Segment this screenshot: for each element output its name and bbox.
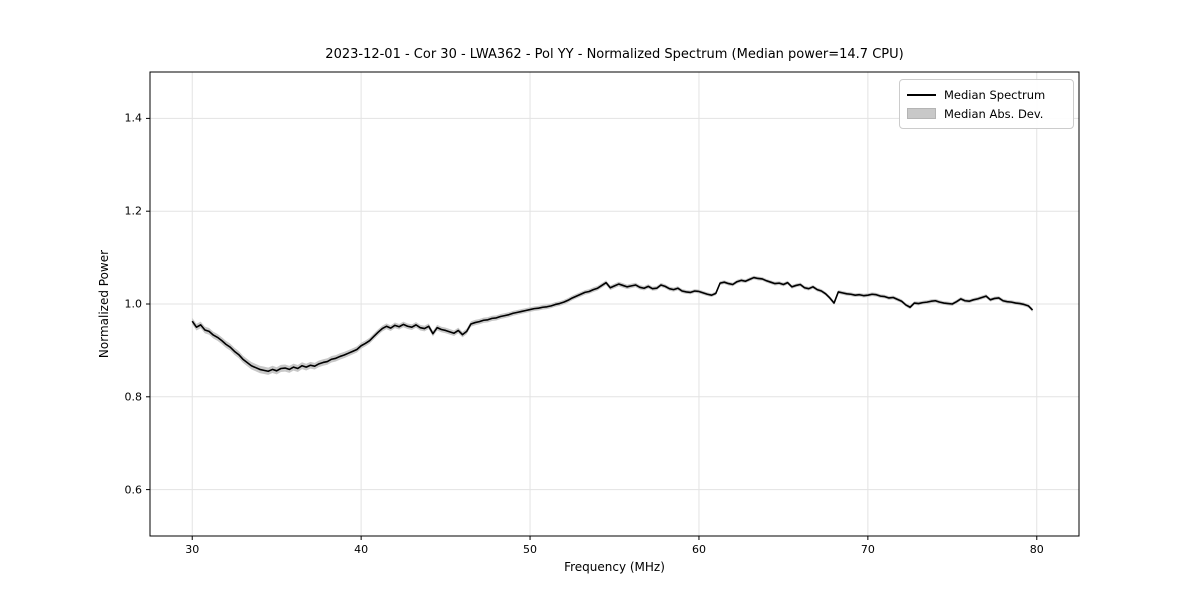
x-tick-label: 30: [185, 543, 200, 556]
tick-marks: [146, 117, 1038, 540]
legend-item-median-abs-dev: Median Abs. Dev.: [907, 104, 1065, 123]
legend-line-swatch-icon: [907, 93, 936, 96]
x-tick-label: 60: [691, 543, 706, 556]
y-tick-label: 1.2: [124, 204, 143, 218]
y-tick-label: 1.4: [124, 111, 143, 125]
axes-frame: [149, 71, 1080, 537]
x-axis-label: Frequency (MHz): [564, 560, 665, 574]
mad-band: [192, 275, 1033, 375]
median-spectrum-line: [191, 276, 1034, 373]
y-tick-label: 0.6: [124, 483, 143, 497]
legend-patch-swatch-icon: [907, 108, 936, 119]
x-tick-label: 50: [523, 543, 538, 556]
legend-label: Median Abs. Dev.: [944, 106, 1044, 121]
x-tick-label: 80: [1029, 543, 1044, 556]
x-tick-label: 40: [354, 543, 369, 556]
x-tick-label: 70: [860, 543, 875, 556]
legend-item-median-spectrum: Median Spectrum: [907, 85, 1065, 104]
chart-title: 2023-12-01 - Cor 30 - LWA362 - Pol YY - …: [325, 47, 904, 62]
y-tick-label: 0.8: [124, 390, 143, 404]
y-tick-label: 1.0: [124, 297, 143, 311]
legend-label: Median Spectrum: [944, 87, 1046, 102]
legend: Median Spectrum Median Abs. Dev.: [899, 79, 1074, 129]
